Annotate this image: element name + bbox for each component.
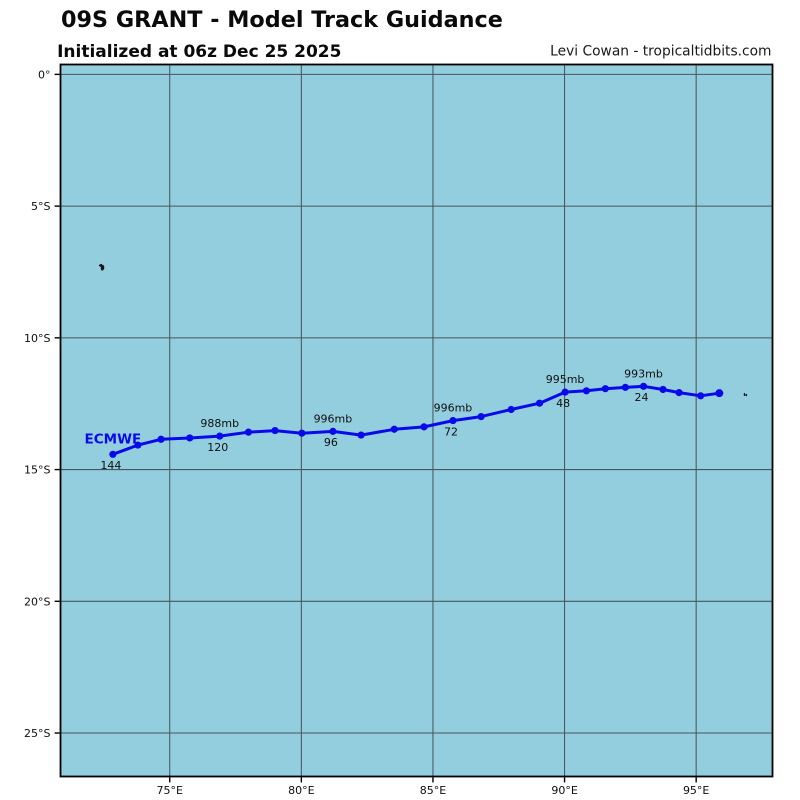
y-tick-label: 25°S xyxy=(24,727,50,740)
track-point-60h xyxy=(507,405,515,414)
page-title: 09S GRANT - Model Track Guidance xyxy=(61,7,503,33)
track-point-84h xyxy=(390,425,398,433)
track-point-108h xyxy=(271,426,279,435)
track-point-90h xyxy=(357,431,365,439)
track-point-114h xyxy=(244,428,253,436)
hour-label-144h: 144 xyxy=(100,459,121,472)
map-border xyxy=(59,63,774,778)
x-tick-label: 95°E xyxy=(683,784,709,797)
track-point-132h xyxy=(157,435,165,443)
track-point-12h xyxy=(675,389,683,397)
track-point-30h xyxy=(621,383,629,391)
island-cocos-east xyxy=(745,393,748,397)
x-tick-label: 75°E xyxy=(157,784,183,797)
ocean-background xyxy=(60,64,773,777)
track-point-36h xyxy=(601,385,609,393)
series-label-ecmwf: ECMWF xyxy=(85,432,142,448)
credit-text: Levi Cowan - tropicaltidbits.com xyxy=(550,44,771,60)
track-point-66h xyxy=(477,413,485,421)
hour-label-96h: 96 xyxy=(324,436,338,449)
x-tick-label: 85°E xyxy=(420,784,446,797)
track-point-126h xyxy=(186,434,194,442)
pressure-label-48h: 995mb xyxy=(546,373,585,386)
hour-label-72h: 72 xyxy=(444,425,458,438)
track-point-78h xyxy=(420,423,428,431)
hour-label-120h: 120 xyxy=(207,441,228,454)
track-point-6h xyxy=(697,392,705,400)
track-point-42h xyxy=(582,387,591,395)
track-point-0h xyxy=(715,389,724,398)
y-tick-label: 15°S xyxy=(24,464,50,477)
track-point-120h xyxy=(216,432,224,440)
hour-label-24h: 24 xyxy=(635,391,649,404)
pressure-label-96h: 996mb xyxy=(314,412,353,425)
track-point-138h xyxy=(134,441,142,449)
init-time-subtitle: Initialized at 06z Dec 25 2025 xyxy=(57,42,341,62)
x-tick-label: 90°E xyxy=(551,784,577,797)
track-point-48h xyxy=(561,388,569,396)
track-point-72h xyxy=(449,416,457,425)
track-point-18h xyxy=(659,385,667,394)
track-point-102h xyxy=(298,429,306,437)
y-tick-label: 10°S xyxy=(24,332,50,345)
hour-label-48h: 48 xyxy=(556,397,570,410)
track-point-54h xyxy=(535,399,544,407)
pressure-label-120h: 988mb xyxy=(200,417,239,430)
map-area: 144 988mb 120 996mb 96 996mb 72 995mb 48 993mb 24 E… xyxy=(24,63,774,797)
y-tick-label: 0° xyxy=(38,68,51,81)
pressure-label-24h: 993mb xyxy=(624,367,663,380)
track-point-24h xyxy=(639,382,648,390)
pressure-label-72h: 996mb xyxy=(434,402,473,415)
track-point-144h xyxy=(109,450,117,458)
y-tick-label: 20°S xyxy=(24,595,50,608)
island-chagos xyxy=(98,263,105,271)
track-point-96h xyxy=(329,427,337,435)
y-tick-label: 5°S xyxy=(31,200,50,213)
x-tick-label: 80°E xyxy=(288,784,314,797)
island-cocos-west xyxy=(743,392,746,397)
